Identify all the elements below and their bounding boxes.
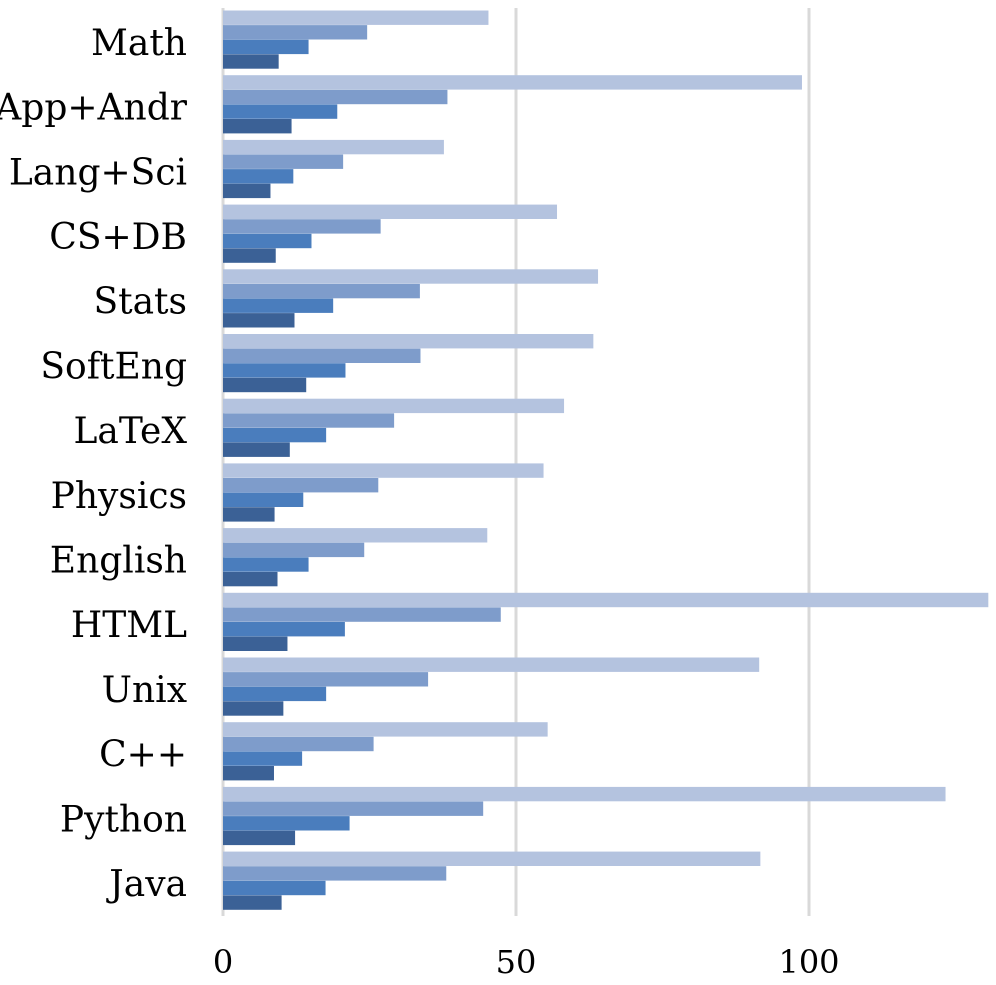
bar [223, 104, 338, 119]
bar [223, 801, 484, 816]
bar [223, 528, 488, 543]
bar [223, 492, 304, 507]
category-label: Physics [51, 476, 187, 517]
category-label: Unix [102, 670, 187, 711]
bar [223, 313, 295, 328]
bar [223, 571, 278, 587]
category-label: English [50, 540, 187, 581]
x-tick-label: 50 [496, 943, 537, 981]
bar [223, 169, 294, 184]
bar [223, 701, 284, 716]
bars [223, 10, 989, 910]
bar [223, 830, 296, 846]
category-label: LaTeX [73, 411, 187, 452]
bar [223, 751, 303, 766]
bar [223, 672, 429, 687]
bar [223, 686, 327, 702]
bar [223, 880, 326, 896]
bar [223, 607, 501, 622]
bar [223, 622, 345, 637]
bar [223, 478, 379, 493]
bar [223, 204, 558, 219]
bar [223, 413, 395, 428]
bar [223, 816, 350, 831]
bar [223, 269, 599, 284]
category-labels: Math App+Andr Lang+Sci CS+DB Stats SoftEng LaT… [0, 23, 188, 905]
bar [223, 786, 946, 802]
bar [223, 463, 544, 478]
bar [223, 233, 312, 249]
bar [223, 398, 565, 414]
bar [223, 10, 489, 25]
bar [223, 851, 761, 866]
bar [223, 154, 344, 169]
bar [223, 89, 448, 105]
bar [223, 636, 288, 651]
bar [223, 75, 802, 90]
bar [223, 298, 334, 313]
bar [223, 348, 421, 363]
bar [223, 54, 279, 69]
x-tick-label: 100 [778, 943, 839, 981]
category-label: Math [91, 23, 187, 64]
bar [223, 766, 274, 781]
x-axis-tick-labels: 0 50 100 [213, 943, 840, 981]
bar [223, 334, 594, 349]
bar [223, 657, 760, 672]
category-label: Java [105, 864, 187, 905]
bar [223, 592, 989, 608]
category-label: App+Andr [0, 88, 188, 129]
bar [223, 507, 275, 522]
bar [223, 283, 420, 299]
bar [223, 377, 307, 393]
bar [223, 542, 365, 558]
bar [223, 25, 368, 40]
category-label: SoftEng [40, 346, 187, 387]
bar [223, 363, 346, 378]
x-tick-label: 0 [213, 943, 233, 981]
category-label: HTML [71, 605, 187, 646]
category-label: C++ [99, 735, 187, 776]
bar [223, 119, 292, 134]
bar [223, 736, 374, 752]
category-label: Python [60, 799, 187, 840]
bar [223, 895, 282, 910]
bar [223, 442, 290, 457]
category-label: Stats [93, 282, 187, 323]
bar [223, 557, 309, 572]
bar [223, 248, 276, 263]
bar [223, 866, 447, 881]
bar [223, 219, 381, 234]
bar [223, 722, 548, 737]
bar [223, 39, 309, 55]
bar [223, 183, 271, 199]
bar [223, 139, 444, 155]
bar [223, 427, 327, 443]
category-label: Lang+Sci [9, 152, 187, 193]
category-label: CS+DB [49, 217, 187, 258]
